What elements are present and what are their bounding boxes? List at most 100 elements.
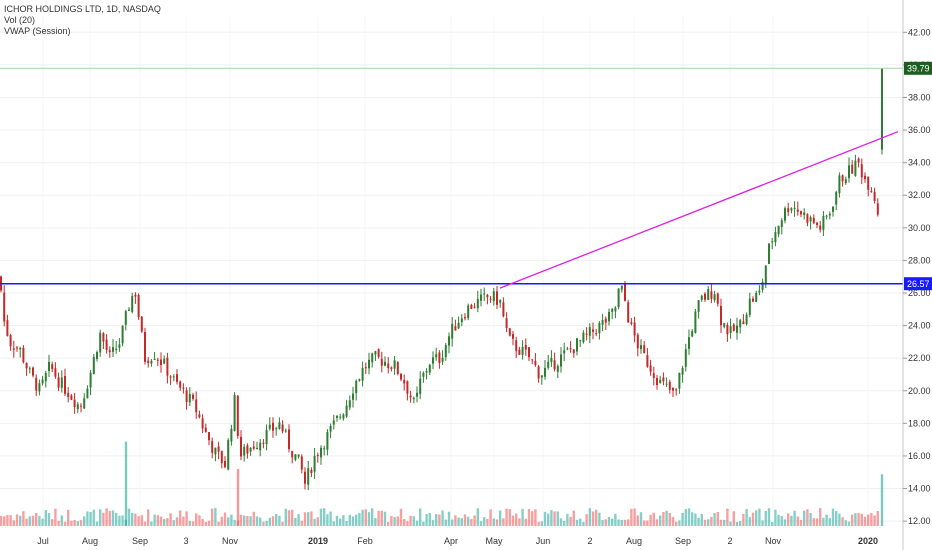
candle-body [732,324,735,331]
candle-body [313,455,316,472]
volume-bar [316,517,319,526]
volume-bar [767,508,771,526]
volume-bar [451,519,454,526]
candle-body [563,350,566,354]
candle-body [28,368,31,370]
candle-body [588,327,591,336]
candle-body [518,349,521,355]
price-tick-label: 42.00 [908,27,931,37]
volume-bar [822,517,825,526]
volume-bar [604,519,607,526]
time-tick-label: May [485,536,503,546]
candle-body [240,436,242,457]
candle-body [848,165,850,179]
volume-bar [217,521,220,526]
price-tick-label: 30.00 [908,223,931,233]
volume-bar [15,514,19,526]
volume-bar [563,520,566,526]
time-axis[interactable]: Jul Aug Sep 3 Nov 2019 Feb Apr May Jun 2 Aug Sep 2 Nov… [37,536,878,546]
candle-body [163,358,166,364]
candle-body [515,340,518,351]
candle-body [611,309,614,312]
time-tick-label: 2 [587,536,592,546]
candle-body [467,305,470,319]
volume-bar [307,512,310,526]
candle-body [867,176,870,190]
candle-body [876,203,879,215]
candle-body [435,354,438,358]
volume-bar [60,515,63,526]
candle-body [182,387,185,389]
volume-bar [761,520,764,526]
volume-bar [828,518,831,526]
candle-body [742,321,745,325]
volume-bar [841,517,844,526]
volume-bar [143,521,147,526]
candle-body [694,311,697,334]
candle-body [144,332,146,362]
candle-body [166,357,169,376]
volume-bar [108,510,111,526]
time-tick-label: Jul [37,536,49,546]
candle-body [672,387,674,391]
volume-bar [275,513,278,526]
volume-bar [617,519,620,526]
volume-bar [476,508,479,526]
volume-bar [687,508,691,526]
volume-bar [771,521,774,526]
vwap-indicator-label[interactable]: VWAP (Session) [4,26,71,36]
candle-body [3,292,6,322]
volume-bar [729,521,732,526]
candle-body [486,294,489,298]
volume-bar [281,521,284,526]
volume-bar [684,509,687,526]
last-price-badge-bg [904,61,932,75]
volume-spike [124,441,128,526]
volume-indicator-label[interactable]: Vol (20) [4,15,36,25]
candle-body [544,367,546,377]
volume-bar [41,518,44,526]
symbol-title[interactable]: ICHOR HOLDINGS LTD, 1D, NASDAQ [4,4,161,14]
volume-bar [348,514,351,526]
volume-bar [310,511,313,526]
candle-body [755,292,758,302]
candle-body [572,349,575,354]
volume-bar [159,516,163,526]
price-tick-label: 32.00 [908,190,931,200]
volume-bar [719,519,723,526]
volume-bar [854,513,857,526]
volume-bar [313,518,316,526]
volume-bar [515,513,518,526]
candle-body [377,349,380,357]
candle-body [454,326,457,331]
volume-bar [812,518,815,526]
volume-bar [511,515,515,526]
volume-bar [191,521,195,526]
candle-body [534,360,537,365]
candle-body [67,392,70,398]
candle-body [96,352,98,360]
time-tick-label: Nov [765,536,782,546]
candle-body [32,367,34,376]
volume-bar [739,521,742,526]
trend-line[interactable] [499,131,899,289]
volume-bar [28,516,31,526]
candle-body [675,389,678,391]
volume-bar [559,518,563,526]
volume-bar [89,511,92,526]
resistance-level-badge: 26.57 [907,279,930,289]
candle-body [854,160,857,176]
candle-body [617,288,620,308]
legend: ICHOR HOLDINGS LTD, 1D, NASDAQ Vol (20) … [4,4,161,37]
candle-body [633,322,636,336]
price-tick-label: 26.00 [908,288,931,298]
price-axis[interactable]: 42.0040.0038.0036.0034.0032.0030.0028.00… [903,27,931,526]
volume-bar [723,519,726,526]
candle-body [358,379,361,381]
candle-body [662,377,665,382]
volume-bar [262,521,265,526]
volume-bar [857,513,860,526]
candle-body [339,416,342,418]
volume-bar [268,517,271,526]
